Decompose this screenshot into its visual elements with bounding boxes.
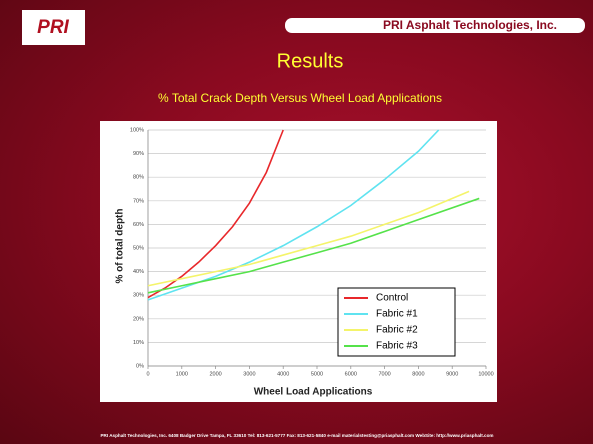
x-tick-label: 9000 <box>446 371 458 377</box>
x-tick-label: 3000 <box>243 371 255 377</box>
footer: PRI Asphalt Technologies, Inc. 6408 Badg… <box>100 433 493 438</box>
x-tick-label: 6000 <box>345 371 357 377</box>
legend-label: Fabric #3 <box>376 341 418 352</box>
y-tick-label: 50% <box>133 245 144 251</box>
legend-box <box>337 287 456 357</box>
x-tick-label: 0 <box>146 371 149 377</box>
y-tick-label: 100% <box>130 127 144 133</box>
x-tick-label: 5000 <box>311 371 323 377</box>
y-tick-label: 20% <box>133 316 144 322</box>
legend-label: Control <box>376 293 408 304</box>
series-line <box>147 190 470 287</box>
series-line <box>147 129 284 299</box>
logo: PRI <box>37 17 69 38</box>
slide-title: Results <box>277 50 344 72</box>
chart-box <box>100 121 497 402</box>
y-tick-label: 90% <box>133 151 144 157</box>
x-tick-label: 2000 <box>209 371 221 377</box>
x-tick-label: 7000 <box>378 371 390 377</box>
y-tick-label: 30% <box>133 293 144 299</box>
legend-label: Fabric #1 <box>376 309 418 320</box>
logo-box <box>22 10 85 45</box>
x-tick-label: 4000 <box>277 371 289 377</box>
x-axis-label: Wheel Load Applications <box>254 387 373 398</box>
y-tick-label: 0% <box>136 363 144 369</box>
header: PRI Asphalt Technologies, Inc. <box>383 18 557 32</box>
y-tick-label: 80% <box>133 175 144 181</box>
y-tick-label: 60% <box>133 222 144 228</box>
y-tick-label: 40% <box>133 269 144 275</box>
series-line <box>147 197 480 294</box>
x-tick-label: 10000 <box>478 371 493 377</box>
y-tick-label: 10% <box>133 340 144 346</box>
header-bar <box>285 18 585 33</box>
x-tick-label: 8000 <box>412 371 424 377</box>
y-axis-label: % of total depth <box>115 209 126 284</box>
legend-label: Fabric #2 <box>376 325 418 336</box>
chart-title: % Total Crack Depth Versus Wheel Load Ap… <box>158 91 442 105</box>
y-tick-label: 70% <box>133 198 144 204</box>
x-tick-label: 1000 <box>176 371 188 377</box>
